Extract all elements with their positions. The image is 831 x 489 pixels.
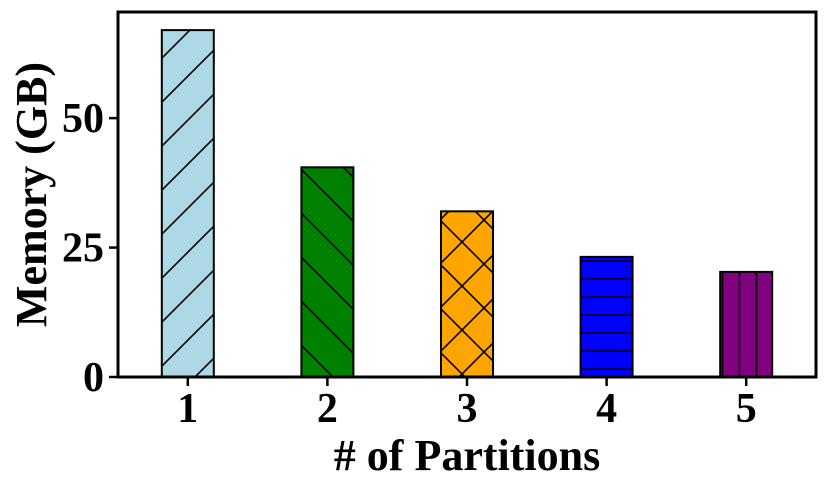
bar-2 (300, 166, 355, 378)
bar-3 (440, 210, 494, 378)
y-tick-label: 25 (62, 226, 104, 272)
x-axis-label: # of Partitions (334, 431, 600, 480)
x-tick-label: 1 (177, 386, 198, 432)
bars-group (160, 29, 774, 379)
x-axis-ticks: 1 2 3 4 5 (177, 377, 757, 432)
bar-1 (160, 29, 215, 378)
x-tick-label: 3 (457, 386, 478, 432)
x-tick-label: 4 (596, 386, 617, 432)
x-tick-label: 2 (317, 386, 338, 432)
y-axis-ticks: 0 25 50 (62, 96, 118, 401)
y-axis-label: Memory (GB) (7, 62, 56, 327)
y-tick-label: 50 (62, 96, 104, 142)
bar-5 (719, 270, 774, 378)
x-tick-label: 5 (736, 386, 757, 432)
bar-4 (579, 255, 634, 379)
y-tick-label: 0 (83, 355, 104, 401)
